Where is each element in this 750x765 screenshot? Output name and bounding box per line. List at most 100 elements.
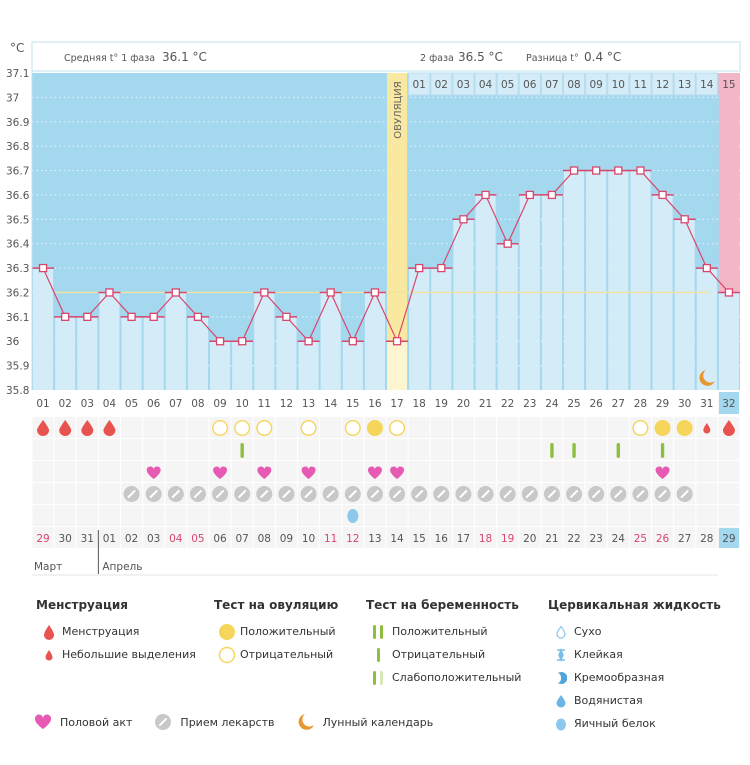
marker-cell[interactable] [209,505,231,526]
temp-point[interactable] [592,166,601,175]
marker-cell[interactable] [121,439,143,460]
temp-point[interactable] [636,166,645,175]
marker-cell[interactable] [121,527,143,548]
marker-cell[interactable] [320,461,342,482]
calendar-date-label[interactable]: 30 [59,533,72,545]
cycle-day-label[interactable]: 23 [523,398,536,410]
calendar-date-label[interactable]: 19 [501,533,514,545]
cycle-day-label[interactable]: 16 [368,398,382,410]
marker-cell[interactable] [452,417,474,438]
marker-cell[interactable] [320,505,342,526]
temp-point[interactable] [370,288,380,297]
marker-cell[interactable] [563,527,585,548]
marker-cell[interactable] [408,527,430,548]
marker-cell[interactable] [364,527,386,548]
marker-cell[interactable] [629,527,651,548]
temp-point[interactable] [437,263,446,273]
cycle-day-label[interactable]: 10 [236,398,249,410]
temp-point[interactable] [238,337,247,346]
marker-cell[interactable] [585,505,607,526]
marker-cell[interactable] [54,483,76,504]
calendar-date-label[interactable]: 13 [368,533,381,545]
temp-point[interactable] [149,312,158,321]
marker-cell[interactable] [696,483,718,504]
marker-cell[interactable] [452,439,474,460]
marker-cell[interactable] [121,417,143,438]
calendar-date-label[interactable]: 06 [213,533,227,545]
marker-cell[interactable] [32,461,54,482]
temp-point[interactable] [415,263,424,273]
cycle-day-label[interactable]: 09 [213,398,226,410]
temp-point[interactable] [459,215,468,224]
marker-cell[interactable] [298,439,320,460]
marker-cell[interactable] [320,439,342,460]
marker-cell[interactable] [452,505,474,526]
marker-cell[interactable] [98,439,120,460]
marker-cell[interactable] [32,505,54,526]
cycle-day-label[interactable]: 04 [103,398,117,410]
temp-point[interactable] [525,190,534,200]
marker-cell[interactable] [452,461,474,482]
marker-cell[interactable] [209,439,231,460]
marker-cell[interactable] [54,439,76,460]
marker-cell[interactable] [408,461,430,482]
marker-cell[interactable] [320,417,342,438]
temp-point[interactable] [680,215,689,224]
marker-cell[interactable] [76,439,98,460]
marker-cell[interactable] [253,505,275,526]
cycle-day-label[interactable]: 05 [125,398,138,410]
marker-cell[interactable] [408,417,430,438]
marker-cell[interactable] [76,461,98,482]
marker-cell[interactable] [430,527,452,548]
marker-cell[interactable] [452,527,474,548]
calendar-date-label[interactable]: 20 [523,533,536,545]
marker-cell[interactable] [253,439,275,460]
marker-cell[interactable] [674,527,696,548]
marker-cell[interactable] [364,439,386,460]
cycle-day-label[interactable]: 21 [479,398,492,410]
calendar-date-label[interactable]: 08 [258,533,271,545]
cycle-day-label[interactable]: 01 [36,398,49,410]
calendar-date-label[interactable]: 27 [678,533,691,545]
temp-point[interactable] [127,312,136,321]
marker-cell[interactable] [497,505,519,526]
marker-cell[interactable] [231,461,253,482]
cycle-day-label[interactable]: 07 [169,398,182,410]
marker-cell[interactable] [76,483,98,504]
cycle-day-label[interactable]: 30 [678,398,691,410]
marker-cell[interactable] [541,461,563,482]
marker-cell[interactable] [342,461,364,482]
marker-cell[interactable] [76,527,98,548]
marker-cell[interactable] [143,527,165,548]
cycle-day-label[interactable]: 02 [59,398,72,410]
marker-cell[interactable] [475,417,497,438]
marker-cell[interactable] [718,505,740,526]
calendar-date-label[interactable]: 04 [169,533,183,545]
marker-cell[interactable] [696,461,718,482]
marker-cell[interactable] [519,505,541,526]
marker-cell[interactable] [497,527,519,548]
marker-cell[interactable] [585,461,607,482]
calendar-date-label[interactable]: 03 [147,533,160,545]
marker-cell[interactable] [652,505,674,526]
marker-cell[interactable] [585,527,607,548]
marker-cell[interactable] [275,505,297,526]
marker-cell[interactable] [32,439,54,460]
marker-cell[interactable] [275,461,297,482]
cycle-day-label[interactable]: 24 [545,398,559,410]
marker-cell[interactable] [165,461,187,482]
calendar-date-label[interactable]: 29 [722,533,735,545]
marker-cell[interactable] [275,527,297,548]
cycle-day-label[interactable]: 15 [346,398,359,410]
temp-point[interactable] [547,190,557,200]
marker-cell[interactable] [629,505,651,526]
temp-point[interactable] [724,288,734,297]
calendar-date-label[interactable]: 29 [36,533,49,545]
temp-point[interactable] [215,337,225,346]
temp-point[interactable] [503,239,512,248]
marker-cell[interactable] [718,439,740,460]
calendar-date-label[interactable]: 05 [191,533,204,545]
marker-cell[interactable] [32,483,54,504]
marker-cell[interactable] [275,439,297,460]
marker-cell[interactable] [497,461,519,482]
